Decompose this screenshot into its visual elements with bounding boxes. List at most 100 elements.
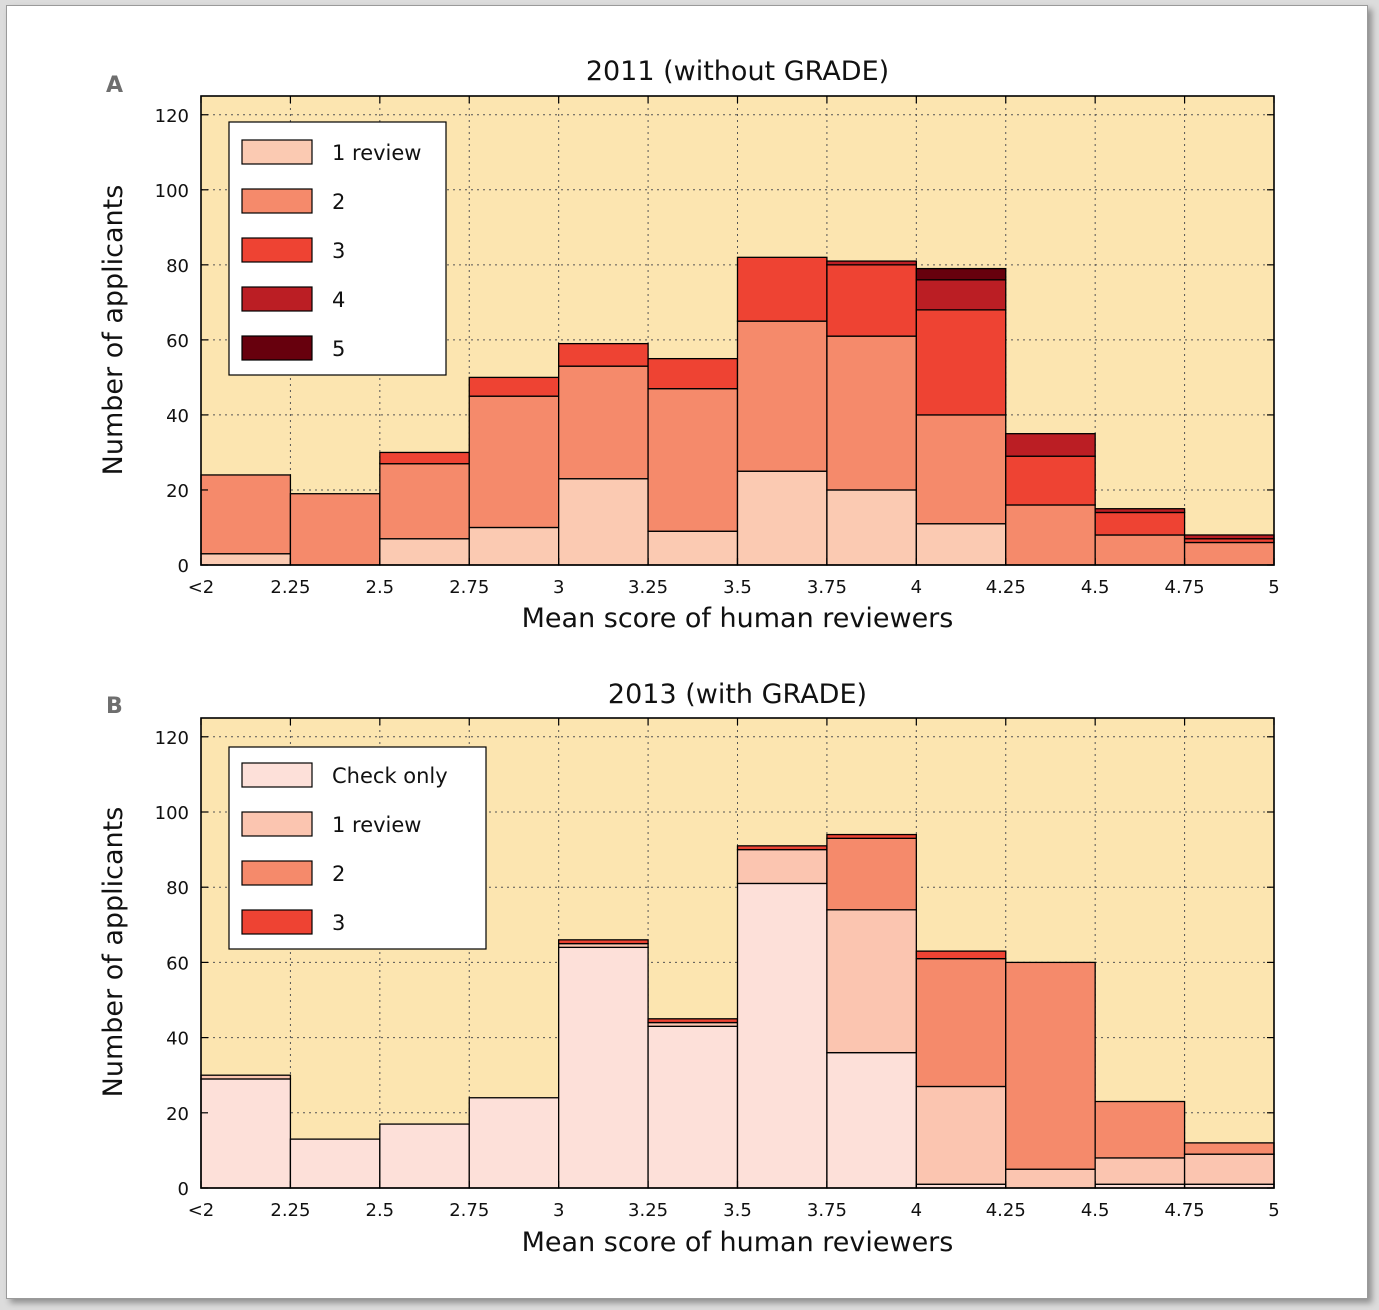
bar-segment — [826, 837, 917, 911]
bar-segment — [915, 309, 1007, 416]
bar-segment — [647, 357, 739, 390]
bar-segment — [915, 950, 1007, 960]
x-tick-label: <2 — [188, 1200, 215, 1221]
x-tick-label: 3.75 — [807, 577, 847, 598]
bar-segment — [200, 1078, 292, 1189]
bar-segment — [468, 395, 560, 529]
x-tick-label: <2 — [188, 577, 215, 598]
y-tick-label: 80 — [166, 878, 189, 899]
bar-segment — [289, 493, 381, 566]
bar-segment — [736, 470, 828, 566]
x-tick-label: 2.25 — [270, 577, 310, 598]
bar-segment — [379, 538, 470, 566]
bar-segment — [379, 451, 470, 465]
x-tick-label: 2.5 — [366, 577, 395, 598]
y-tick-label: 60 — [166, 331, 189, 352]
bar-segment — [1183, 541, 1275, 566]
chart-title: 2011 (without GRADE) — [586, 56, 889, 87]
bar-segment — [1094, 1100, 1186, 1159]
y-tick-label: 0 — [178, 556, 189, 577]
bar-segment — [647, 1025, 739, 1189]
bar-segment — [736, 845, 828, 851]
x-tick-label: 5 — [1268, 1200, 1279, 1221]
legend-swatch — [241, 139, 313, 165]
bar-segment — [915, 414, 1007, 525]
bar-segment — [915, 267, 1007, 281]
bar-segment — [915, 1085, 1007, 1185]
bar-segment — [1094, 534, 1186, 566]
panel-label: A — [106, 73, 123, 98]
y-tick-label: 0 — [178, 1179, 189, 1200]
x-tick-label: 5 — [1268, 577, 1279, 598]
x-tick-label: 2.25 — [270, 1200, 310, 1221]
chart-panel-a: <2 2.25 2.5 2.75 3 3.25 3.5 3.75 4 4.25 4.5 4.75 5 0 2… — [98, 56, 1280, 634]
x-tick-label: 4.25 — [986, 577, 1026, 598]
y-axis-label: Number of applicants — [98, 807, 129, 1098]
x-tick-label: 3.25 — [628, 1200, 668, 1221]
y-tick-label: 40 — [166, 1029, 189, 1050]
x-axis-label: Mean score of human reviewers — [522, 1227, 954, 1258]
bar-segment — [379, 463, 470, 540]
x-tick-label: 3 — [553, 577, 564, 598]
bar-segment — [1094, 511, 1186, 536]
bar-segment — [558, 342, 649, 367]
bar-segment — [379, 1123, 470, 1189]
y-tick-label: 120 — [155, 106, 189, 127]
legend-label: 2 — [332, 862, 345, 886]
y-tick-label: 120 — [155, 728, 189, 749]
x-tick-label: 4.75 — [1165, 577, 1205, 598]
y-tick-label: 40 — [166, 406, 189, 427]
y-tick-label: 20 — [166, 1104, 189, 1125]
bar-segment — [826, 260, 917, 266]
bar-segment — [1005, 455, 1096, 506]
legend-swatch — [241, 237, 313, 263]
bar-segment — [289, 1138, 381, 1189]
legend-swatch — [241, 762, 313, 788]
bar-segment — [1183, 1142, 1275, 1155]
panel-label: B — [106, 694, 123, 719]
bar-segment — [1094, 1157, 1186, 1185]
legend: Check only 1 review 2 3 — [228, 746, 487, 950]
legend-label: 3 — [332, 911, 345, 935]
y-tick-label: 100 — [155, 803, 189, 824]
bar-segment — [1005, 961, 1096, 1170]
x-tick-label: 4 — [911, 577, 922, 598]
x-tick-label: 4.5 — [1081, 577, 1110, 598]
bar-segment — [826, 489, 917, 566]
legend-label: 2 — [332, 190, 345, 214]
y-tick-label: 100 — [155, 181, 189, 202]
bar-segment — [200, 553, 292, 566]
bar-segment — [558, 478, 649, 566]
bar-segment — [647, 1018, 739, 1024]
x-tick-label: 3 — [553, 1200, 564, 1221]
bar-segment — [1005, 504, 1096, 566]
bar-segment — [1094, 508, 1186, 514]
bar-segment — [558, 365, 649, 480]
bar-segment — [1005, 433, 1096, 457]
bar-segment — [736, 882, 828, 1189]
bar-segment — [826, 909, 917, 1054]
legend-label: 3 — [332, 239, 345, 263]
x-tick-label: 4.75 — [1165, 1200, 1205, 1221]
legend-label: 1 review — [332, 813, 422, 837]
legend-swatch — [241, 335, 313, 361]
x-tick-label: 3.25 — [628, 577, 668, 598]
bar-segment — [915, 957, 1007, 1088]
bar-segment — [200, 474, 292, 555]
legend: 1 review 2 3 4 5 — [228, 121, 447, 376]
bar-segment — [558, 939, 649, 945]
bar-segment — [736, 256, 828, 322]
legend-swatch — [241, 811, 313, 837]
bar-segment — [468, 376, 560, 397]
bar-segment — [1005, 1168, 1096, 1189]
legend-swatch — [241, 188, 313, 214]
legend-label: 4 — [332, 288, 345, 312]
bar-segment — [558, 946, 649, 1189]
legend-swatch — [241, 909, 313, 935]
bar-segment — [200, 1074, 292, 1080]
x-tick-label: 3.5 — [723, 577, 752, 598]
bar-segment — [647, 530, 739, 566]
bar-segment — [826, 264, 917, 337]
y-axis-label: Number of applicants — [98, 185, 129, 476]
